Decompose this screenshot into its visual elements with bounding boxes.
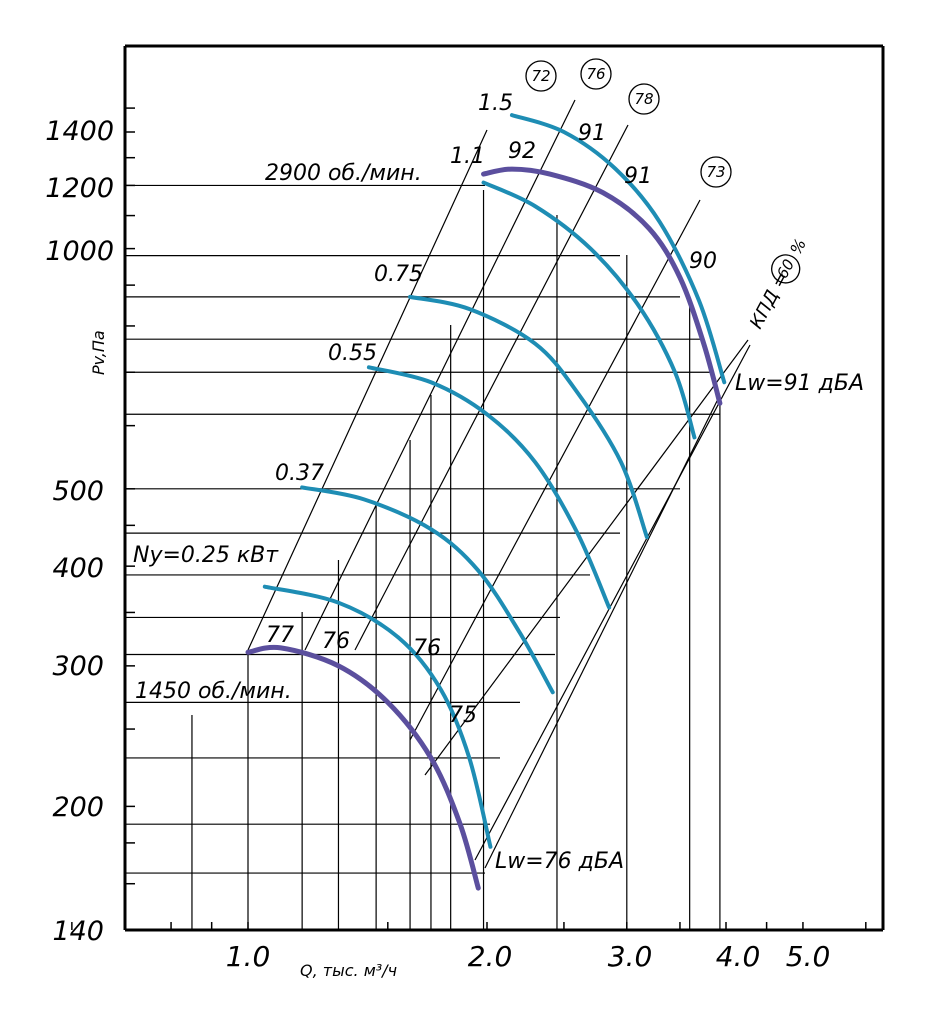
y-tick-label: 1200	[45, 173, 114, 204]
efficiency-line	[484, 394, 721, 869]
efficiency-circle: 76	[580, 58, 612, 90]
efficiency-circle: 73	[700, 156, 732, 188]
noise-label: 75	[449, 703, 477, 728]
speed-curve	[245, 644, 481, 891]
power-curve	[481, 180, 697, 440]
speed-label-2900: 2900 об./мин.	[265, 161, 422, 186]
y-tick-label: 400	[52, 553, 104, 584]
noise-label: 91	[624, 164, 652, 189]
power-label: 0.75	[374, 262, 423, 287]
x-tick-label: 2.0	[468, 940, 513, 973]
noise-label: 76	[413, 636, 441, 661]
x-tick-label: 5.0	[786, 940, 831, 973]
speed-curve	[481, 166, 723, 406]
y-tick-label: 1400	[45, 116, 114, 147]
power-curve	[366, 365, 612, 610]
x-tick-label: 4.0	[716, 940, 761, 973]
noise-label: 77	[266, 623, 294, 648]
svg-text:76: 76	[586, 65, 605, 83]
noise-label: 76	[322, 629, 350, 654]
noise-label: 92	[508, 139, 536, 164]
grid	[125, 184, 721, 930]
y-tick-label: 500	[52, 476, 104, 507]
svg-text:72: 72	[531, 67, 550, 85]
power-curve	[300, 485, 555, 695]
y-tick-label: 140	[52, 916, 104, 947]
y-tick-label: 200	[52, 792, 104, 823]
efficiency-line	[304, 99, 576, 651]
power-curve	[509, 113, 727, 385]
power-curve	[408, 294, 649, 540]
x-axis-label: Q, тыс. м³/ч	[300, 961, 397, 980]
speed-label-1450: 1450 об./мин.	[135, 679, 292, 704]
efficiency-line	[409, 199, 701, 741]
y-axis-label: Pv,Па	[89, 330, 108, 375]
svg-text:78: 78	[634, 90, 653, 108]
axes	[71, 44, 885, 932]
y-tick-label: 1000	[45, 236, 114, 267]
efficiency-line	[247, 129, 488, 651]
power-label: 0.55	[328, 341, 377, 366]
x-tick-label: 3.0	[608, 940, 653, 973]
lw-label-top: Lw=91 дБА	[735, 371, 864, 396]
efficiency-line	[474, 344, 751, 861]
svg-text:%: %	[786, 235, 810, 257]
efficiency-lines	[247, 99, 751, 869]
power-label: 0.37	[275, 461, 324, 486]
noise-label: 90	[689, 249, 717, 274]
power-curve	[262, 584, 493, 849]
efficiency-label: КПД = 60 %	[746, 235, 810, 332]
power-label: Ny=0.25 кВт	[133, 543, 279, 568]
efficiency-circle: 78	[628, 83, 660, 115]
svg-text:73: 73	[706, 163, 725, 181]
power-label: 1.5	[478, 91, 513, 116]
power-label: 1.1	[450, 144, 485, 169]
efficiency-line	[354, 124, 629, 651]
efficiency-circle: 72	[525, 60, 557, 92]
y-tick-label: 300	[52, 651, 104, 682]
curves	[245, 113, 727, 891]
x-tick-label: 1.0	[226, 940, 271, 973]
noise-label: 91	[578, 121, 606, 146]
lw-label-bottom: Lw=76 дБА	[495, 849, 624, 874]
